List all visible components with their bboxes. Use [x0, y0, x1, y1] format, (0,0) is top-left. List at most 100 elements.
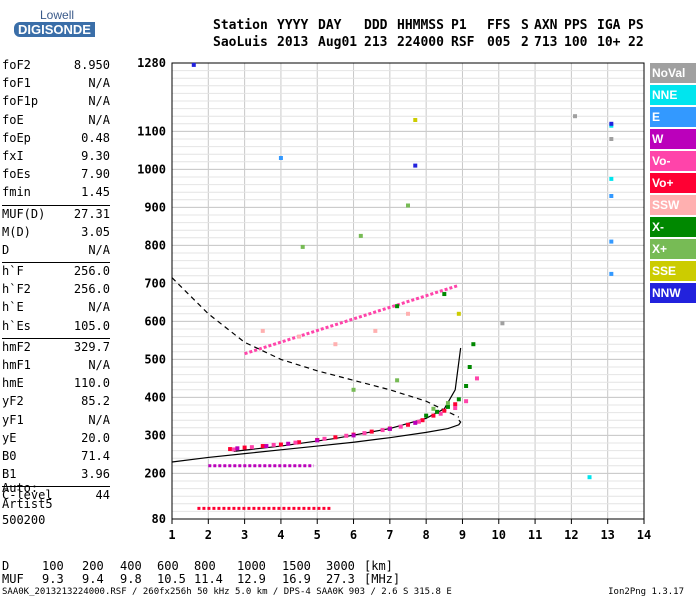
param-label: h`E [2, 300, 24, 315]
point-x [435, 409, 440, 414]
param-label: h`F2 [2, 282, 31, 297]
point-vo [453, 402, 458, 407]
point-e [609, 271, 614, 276]
point-x [467, 365, 472, 369]
param-label: yF2 [2, 394, 24, 409]
param-separator [2, 262, 110, 264]
legend-item-w: W [650, 129, 696, 149]
legend-item-sse: SSE [650, 261, 696, 281]
software-version: Ion2Png 1.3.17 [608, 587, 684, 597]
param-label: fxI [2, 148, 24, 163]
point-x [456, 397, 461, 402]
param-row: hmE 110.0 [2, 376, 110, 394]
header-label-1: YYYY [277, 18, 309, 33]
point-vo [431, 413, 436, 418]
param-row: M(D) 3.05 [2, 225, 110, 243]
point-ssw [373, 328, 378, 333]
param-value: 8.950 [73, 58, 110, 72]
legend-item-ssw: SSW [650, 195, 696, 215]
point-vo [271, 442, 276, 447]
x-tick-label: 5 [314, 528, 321, 542]
point-vo [231, 447, 236, 452]
header-value-9: 100 [564, 35, 588, 50]
param-row: foF2 8.950 [2, 58, 110, 76]
param-label: foEs [2, 167, 31, 182]
header-value-4: 224000 [397, 35, 444, 50]
x-tick-label: 10 [492, 528, 506, 542]
point-noval [500, 321, 505, 326]
muf-value: 16.9 [282, 572, 311, 586]
point-x [351, 387, 356, 392]
muf-value: 27.3 [326, 572, 355, 586]
param-label: B0 [2, 448, 17, 463]
point-vo [260, 444, 265, 449]
param-value: 7.90 [81, 167, 110, 182]
param-value: 256.0 [73, 264, 110, 279]
auto-program: Artist5 [2, 497, 53, 511]
header-label-5: P1 [451, 18, 467, 33]
point-vo [406, 422, 410, 427]
muf-value: 9.3 [42, 572, 64, 586]
param-row: foEs 7.90 [2, 167, 110, 185]
header-label-10: IGA [597, 18, 621, 33]
param-row: hmF1 N/A [2, 358, 110, 376]
param-label: B1 [2, 467, 17, 482]
y-tick-label: 1100 [137, 124, 166, 138]
y-tick-label: 1280 [137, 56, 166, 70]
param-label: foE [2, 112, 24, 127]
param-value: N/A [88, 76, 110, 91]
param-label: h`F [2, 264, 24, 279]
point-vo [362, 431, 367, 436]
point-vo [322, 436, 327, 441]
point-vo [453, 406, 458, 411]
header-label-9: PPS [564, 18, 588, 33]
param-label: foEp [2, 130, 31, 145]
point-w [264, 444, 269, 449]
param-row: C-level 44 [2, 488, 110, 506]
point-vo [380, 428, 385, 433]
y-tick-label: 1000 [137, 162, 166, 176]
param-label: yF1 [2, 412, 24, 427]
param-row: yE 20.0 [2, 431, 110, 449]
header-label-2: DAY [318, 18, 342, 33]
header-label-6: FFS [487, 18, 511, 33]
point-vo [442, 408, 447, 413]
header-label-0: Station [213, 18, 268, 33]
point-vo [249, 445, 254, 450]
point-w [413, 420, 418, 425]
header-value-5: RSF [451, 35, 475, 50]
param-row: yF2 85.2 [2, 394, 110, 412]
muf-distance: 400 [120, 559, 142, 573]
point-vo [333, 435, 338, 440]
point-vo [344, 433, 349, 438]
param-label: MUF(D) [2, 206, 46, 221]
auto-version: 500200 [2, 513, 46, 527]
point-x [431, 406, 436, 411]
x-tick-label: 13 [600, 528, 614, 542]
y-tick-label: 300 [144, 428, 166, 442]
y-tick-label: 500 [144, 352, 166, 366]
point-x [445, 401, 450, 406]
y-tick-label: 800 [144, 238, 166, 252]
x-tick-label: 2 [205, 528, 212, 542]
header-label-8: AXN [534, 18, 558, 33]
point-ssw [297, 334, 302, 339]
param-row: foE N/A [2, 113, 110, 131]
param-row: MUF(D) 27.31 [2, 207, 110, 225]
point-noval [609, 137, 614, 141]
point-noval [573, 114, 578, 119]
x-tick-label: 6 [350, 528, 357, 542]
point-x [471, 342, 476, 347]
header-value-3: 213 [364, 35, 388, 50]
muf-value: 12.9 [237, 572, 266, 586]
digisonde-logo: Lowell DIGISONDE [0, 0, 110, 50]
muf-distance: 1000 [237, 559, 266, 573]
point-x [358, 233, 363, 238]
header-value-7: 2 [521, 35, 529, 50]
x-tick-label: 7 [386, 528, 393, 542]
point-vo [293, 440, 298, 445]
point-vo [369, 429, 374, 434]
param-row: h`F2 256.0 [2, 282, 110, 300]
point-vo [438, 411, 443, 416]
header-label-11: PS [628, 18, 644, 33]
